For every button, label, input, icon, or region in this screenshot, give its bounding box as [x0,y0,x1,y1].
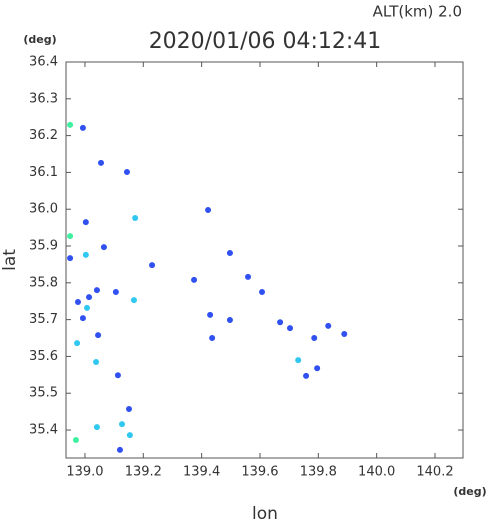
echo-point [86,294,93,301]
echo-point [123,169,130,176]
x-label: lon [252,504,278,521]
y-tick-label: 36.4 [29,55,58,70]
echo-point [149,262,156,269]
y-unit: (deg) [23,33,56,46]
echo-point [295,357,302,364]
echo-point [79,315,86,322]
y-tick-label: 35.5 [29,386,58,401]
echo-point [341,330,348,337]
echo-point [74,298,81,305]
echo-point [93,287,100,294]
echo-point [98,159,105,166]
echo-point [100,244,107,251]
echo-point [72,436,79,443]
y-tick-label: 36.2 [29,128,58,143]
x-tick-label: 139.2 [125,465,162,480]
echo-point [207,311,214,318]
echo-point [93,358,100,365]
y-tick-label: 35.8 [29,275,58,290]
echo-point [79,124,86,131]
echo-point [205,206,212,213]
echo-point [67,233,74,240]
echo-point [277,319,284,326]
chart-title: 2020/01/06 04:12:41 [149,29,382,54]
echo-point [67,121,74,128]
x-tick-label: 140.0 [358,465,395,480]
echo-point [82,251,89,258]
echo-point [93,424,100,431]
echo-point [119,421,126,428]
x-unit: (deg) [453,485,486,498]
y-tick-label: 36.1 [29,165,58,180]
echo-point [116,446,123,453]
y-tick-label: 35.9 [29,239,58,254]
x-tick-label: 139.4 [183,465,220,480]
echo-point [95,332,102,339]
echo-point [114,372,121,379]
echo-point [74,340,81,347]
echo-point [226,316,233,323]
echo-point [303,372,310,379]
x-tick-label: 139.0 [66,465,103,480]
altitude: ALT(km) 2.0 [373,3,462,21]
echo-point [191,276,198,283]
y-tick-label: 36.0 [29,202,58,217]
plot-frame [65,61,464,459]
echo-point [245,273,252,280]
echo-point [67,255,74,262]
echo-point [126,406,133,413]
echo-point [226,250,233,257]
y-tick-label: 35.6 [29,349,58,364]
echo-point [287,325,294,332]
echo-point [130,297,137,304]
y-label: lat [0,249,20,271]
echo-point [259,289,266,296]
echo-point [209,335,216,342]
x-tick-label: 140.2 [416,465,453,480]
x-tick-label: 139.8 [300,465,337,480]
y-tick-label: 36.3 [29,91,58,106]
echo-point [325,322,332,329]
x-tick-label: 139.6 [241,465,278,480]
echo-point [314,365,321,372]
echo-point [82,219,89,226]
echo-point [112,289,119,296]
y-tick-label: 35.7 [29,312,58,327]
y-tick-label: 35.4 [29,423,58,438]
echo-point [132,215,139,222]
echo-point [84,304,91,311]
echo-point [311,335,318,342]
echo-point [126,432,133,439]
